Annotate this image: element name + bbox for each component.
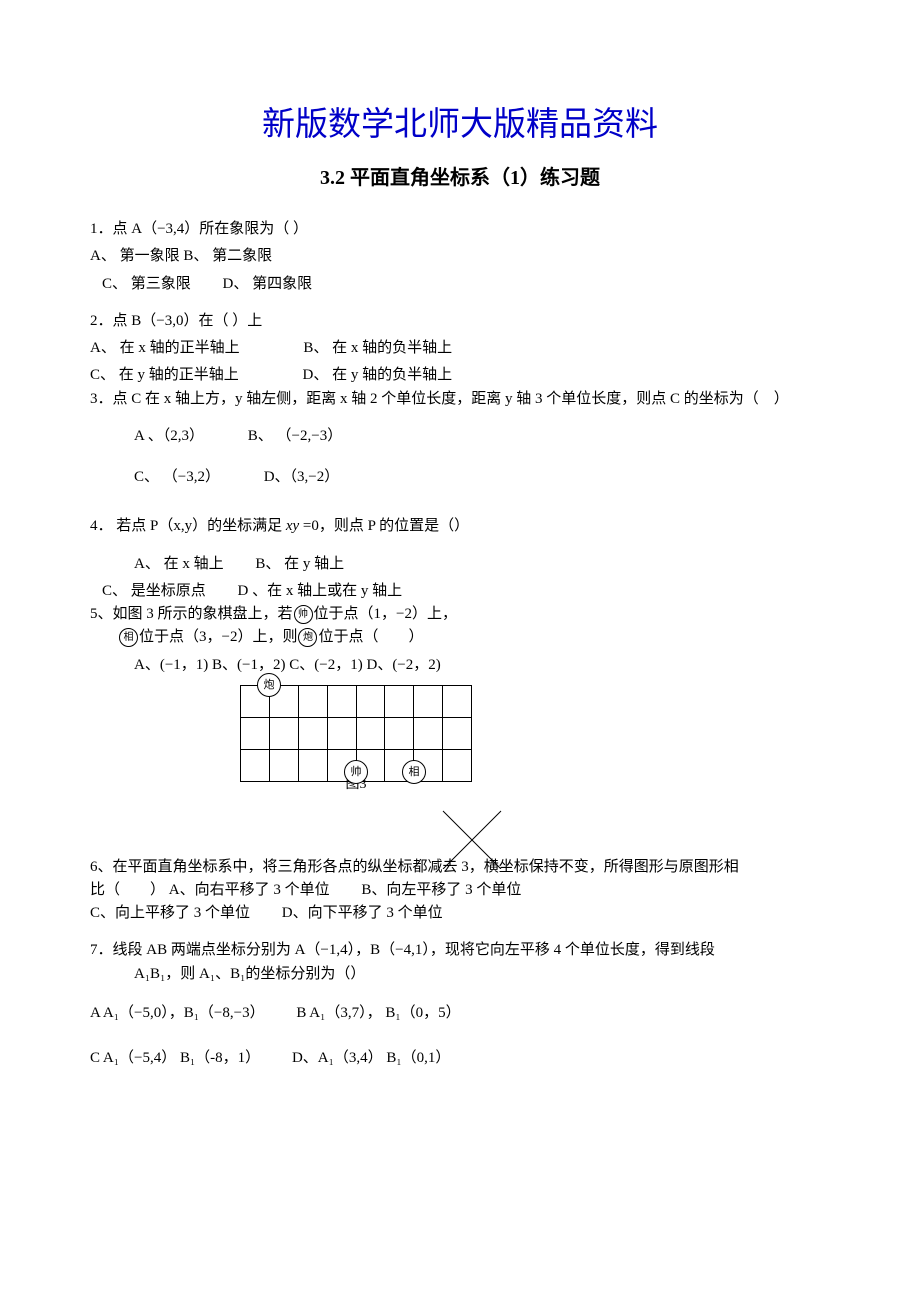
q1-optC: C、 第三象限 (102, 276, 191, 292)
q1-options-row1: A、 第一象限 B、 第二象限 (90, 245, 830, 268)
q6-optD: D、向下平移了 3 个单位 (282, 905, 443, 921)
doc-title-sub: 3.2 平面直角坐标系（1）练习题 (90, 163, 830, 194)
q4-options-row2: C、 是坐标原点 D 、在 x 轴上或在 y 轴上 (90, 580, 830, 603)
chess-board-figure: 炮 帅 相 图3 (240, 685, 472, 796)
q7-optB: B A₁（3,7）， B₁（0，5） (296, 1005, 460, 1021)
q5-options: A、(−1，1) B、(−1，2) C、(−2，1) D、(−2，2) (90, 654, 830, 677)
q2-options-row1: A、 在 x 轴的正半轴上 B、 在 x 轴的负半轴上 (90, 337, 830, 360)
q4-optA: A、 在 x 轴上 (134, 556, 224, 572)
q7-optA: A A₁（−5,0），B₁（−8,−3） (90, 1005, 265, 1021)
piece-pao-inline-icon: 炮 (298, 628, 317, 647)
q5-line1b: 位于点（1，−2）上， (314, 606, 457, 622)
document-page: 新版数学北师大版精品资料 3.2 平面直角坐标系（1）练习题 1．点 A（−3,… (0, 0, 920, 1130)
q3-options-row2: C、 （−3,2） D、（3,−2） (90, 466, 830, 489)
q7-optD: D、A₁（3,4） B₁（0,1） (292, 1050, 450, 1066)
q5-line1a: 5、如图 3 所示的象棋盘上，若 (90, 606, 293, 622)
q5-line1: 5、如图 3 所示的象棋盘上，若帅位于点（1，−2）上， (90, 603, 830, 626)
q4-stem-a: 4． 若点 P（x,y）的坐标满足 (90, 518, 286, 534)
q1-optA: A、 第一象限 (90, 248, 180, 264)
q1-optB: B、 第二象限 (183, 248, 272, 264)
q5-optB: B、(−1，2) (212, 657, 285, 673)
q5-line2: 相位于点（3，−2）上，则炮位于点（ ） (90, 626, 830, 649)
q3-optC: C、 （−3,2） (134, 469, 220, 485)
q6-optA: A、向右平移了 3 个单位 (169, 882, 330, 898)
q3-optB: B、 （−2,−3） (248, 428, 342, 444)
q5-optC: C、(−2，1) (289, 657, 362, 673)
q4-stem: 4． 若点 P（x,y）的坐标满足 xy =0，则点 P 的位置是（） (90, 515, 830, 538)
q2-optA: A、 在 x 轴的正半轴上 (90, 340, 240, 356)
piece-xiang-icon: 相 (402, 760, 426, 784)
q7-options-row1: A A₁（−5,0），B₁（−8,−3） B A₁（3,7）， B₁（0，5） (90, 1002, 830, 1025)
q2-optC: C、 在 y 轴的正半轴上 (90, 367, 239, 383)
q6-optC: C、向上平移了 3 个单位 (90, 905, 250, 921)
question-5: 5、如图 3 所示的象棋盘上，若帅位于点（1，−2）上， 相位于点（3，−2）上… (90, 603, 830, 795)
chess-board: 炮 帅 相 (240, 685, 472, 772)
q4-options-row1: A、 在 x 轴上 B、 在 y 轴上 (90, 553, 830, 576)
q6-line2: 比（ ） A、向右平移了 3 个单位 B、向左平移了 3 个单位 (90, 879, 830, 902)
q3-optA: A 、（2,3） (134, 428, 204, 444)
q2-stem: 2．点 B（−3,0）在（ ）上 (90, 310, 830, 333)
q7-options-row2: C A₁（−5,4） B₁（-8，1） D、A₁（3,4） B₁（0,1） (90, 1047, 830, 1070)
q4-optC: C、 是坐标原点 (102, 583, 206, 599)
question-3: 3．点 C 在 x 轴上方，y 轴左侧，距离 x 轴 2 个单位长度，距离 y … (90, 388, 830, 490)
q1-stem: 1．点 A（−3,4）所在象限为（ ） (90, 218, 830, 241)
q2-optD: D、 在 y 轴的负半轴上 (303, 367, 453, 383)
q6-line2a: 比（ ） (90, 882, 165, 898)
q4-optD: D 、在 x 轴上或在 y 轴上 (238, 583, 403, 599)
q5-line2b: 位于点（ ） (318, 629, 423, 645)
q1-options-row2: C、 第三象限 D、 第四象限 (90, 273, 830, 296)
piece-shuai-inline-icon: 帅 (294, 605, 313, 624)
q3-stem: 3．点 C 在 x 轴上方，y 轴左侧，距离 x 轴 2 个单位长度，距离 y … (90, 388, 830, 411)
question-7: 7．线段 AB 两端点坐标分别为 A（−1,4），B（−4,1），现将它向左平移… (90, 939, 830, 1070)
q6-optB: B、向左平移了 3 个单位 (361, 882, 521, 898)
q2-optB: B、 在 x 轴的负半轴上 (303, 340, 452, 356)
doc-title-main: 新版数学北师大版精品资料 (90, 100, 830, 151)
q4-stem-c: =0，则点 P 的位置是（） (299, 518, 469, 534)
question-4: 4． 若点 P（x,y）的坐标满足 xy =0，则点 P 的位置是（） A、 在… (90, 515, 830, 603)
q3-optD: D、（3,−2） (264, 469, 340, 485)
piece-pao-icon: 炮 (257, 673, 281, 697)
q5-optA: A、(−1，1) (134, 657, 208, 673)
question-1: 1．点 A（−3,4）所在象限为（ ） A、 第一象限 B、 第二象限 C、 第… (90, 218, 830, 296)
q5-optD: D、(−2，2) (366, 657, 440, 673)
q6-line1: 6、在平面直角坐标系中，将三角形各点的纵坐标都减去 3，横坐标保持不变，所得图形… (90, 856, 830, 879)
q7-line2: A₁B₁，则 A₁、B₁的坐标分别为（） (90, 963, 830, 986)
q7-line1: 7．线段 AB 两端点坐标分别为 A（−1,4），B（−4,1），现将它向左平移… (90, 939, 830, 962)
q4-optB: B、 在 y 轴上 (255, 556, 344, 572)
q5-line2a: 位于点（3，−2）上，则 (139, 629, 297, 645)
question-6: 6、在平面直角坐标系中，将三角形各点的纵坐标都减去 3，横坐标保持不变，所得图形… (90, 856, 830, 926)
q7-optC: C A₁（−5,4） B₁（-8，1） (90, 1050, 260, 1066)
piece-shuai-icon: 帅 (344, 760, 368, 784)
piece-xiang-inline-icon: 相 (119, 628, 138, 647)
q2-options-row2: C、 在 y 轴的正半轴上 D、 在 y 轴的负半轴上 (90, 364, 830, 387)
q4-stem-xy: xy (286, 518, 299, 534)
question-2: 2．点 B（−3,0）在（ ）上 A、 在 x 轴的正半轴上 B、 在 x 轴的… (90, 310, 830, 388)
q3-options-row1: A 、（2,3） B、 （−2,−3） (90, 425, 830, 448)
q1-optD: D、 第四象限 (223, 276, 313, 292)
q6-options-row2: C、向上平移了 3 个单位 D、向下平移了 3 个单位 (90, 902, 830, 925)
